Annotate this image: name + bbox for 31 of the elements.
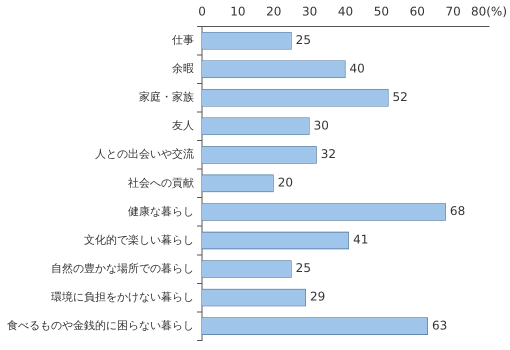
y-tick-label: 仕事 (172, 34, 194, 47)
data-label: 29 (310, 290, 326, 304)
data-label: 32 (320, 146, 336, 161)
data-label: 68 (450, 204, 466, 218)
data-label: 52 (392, 90, 408, 104)
data-label: 63 (432, 318, 448, 332)
x-tick-label: 60 (410, 4, 425, 18)
x-tick-label: 0 (198, 4, 206, 18)
data-label: 40 (349, 61, 365, 76)
y-tick-label: 文化的で楽しい暮らし (84, 233, 194, 246)
x-tick-label: 10 (230, 4, 246, 18)
data-label: 25 (296, 32, 311, 47)
y-tick-label: 家庭・家族 (139, 90, 194, 104)
y-tick-label: 環境に負担をかけない暮らし (51, 290, 194, 304)
x-tick-label: 50 (374, 4, 390, 18)
data-label: 30 (314, 118, 329, 132)
y-tick-label: 自然の豊かな場所での暮らし (51, 262, 194, 275)
data-label: 20 (278, 176, 294, 190)
y-tick-label: 健康な暮らし (128, 204, 194, 218)
y-tick-label: 社会への貢献 (128, 176, 194, 190)
x-tick-label: 80(%) (470, 4, 508, 18)
data-label: 25 (296, 261, 311, 276)
x-tick-label: 40 (338, 4, 354, 18)
y-tick-label: 友人 (172, 119, 194, 132)
y-tick-label: 食べるものや金銭的に困らない暮らし (7, 318, 194, 332)
x-tick-label: 70 (445, 4, 461, 18)
y-tick-label: 人との出会いや交流 (95, 148, 194, 161)
data-label: 41 (353, 232, 368, 247)
y-tick-label: 余暇 (172, 62, 194, 76)
x-tick-label: 30 (302, 4, 318, 18)
x-tick-label: 20 (266, 4, 282, 18)
